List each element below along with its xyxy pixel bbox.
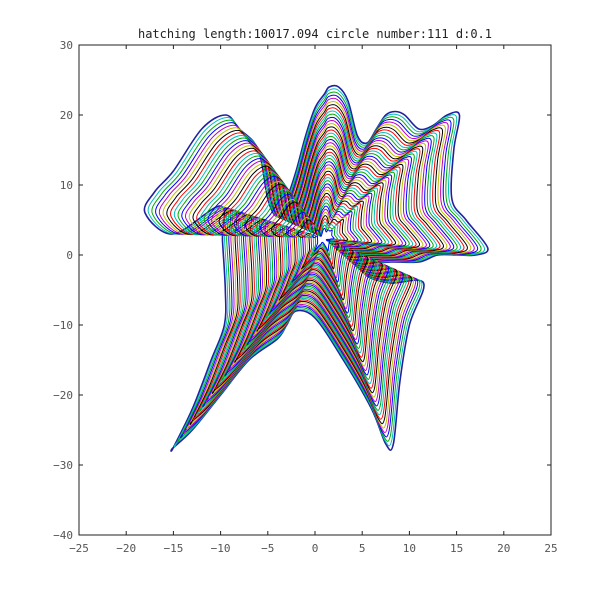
chart-title: hatching length:10017.094 circle number:… [138, 27, 492, 41]
x-tick-label: −20 [116, 542, 136, 555]
x-tick-label: 25 [544, 542, 557, 555]
x-tick-label: −10 [211, 542, 231, 555]
x-tick-label: 10 [403, 542, 416, 555]
x-tick-label: −5 [261, 542, 274, 555]
x-tick-label: 20 [497, 542, 510, 555]
contour-ring [308, 224, 338, 257]
y-tick-label: −40 [53, 529, 73, 542]
contour-ring [297, 215, 349, 270]
y-tick-label: 30 [60, 39, 73, 52]
y-tick-label: −10 [53, 319, 73, 332]
contour-rings [143, 84, 489, 452]
contour-ring [304, 221, 342, 261]
x-tick-label: −25 [69, 542, 89, 555]
x-tick-label: 5 [359, 542, 366, 555]
contour-ring [312, 227, 335, 252]
y-tick-label: 10 [60, 179, 73, 192]
contour-ring [300, 218, 345, 265]
y-tick-label: 0 [66, 249, 73, 262]
x-tick-label: 15 [450, 542, 463, 555]
y-tick-label: 20 [60, 109, 73, 122]
x-tick-label: 0 [312, 542, 319, 555]
y-tick-label: −20 [53, 389, 73, 402]
x-tick-label: −15 [163, 542, 183, 555]
axis-ticks: −25 −20 −15 −10 −5 0 5 10 15 20 25 30 20 10 0 −10 −20 −30… [53, 39, 558, 555]
y-tick-label: −30 [53, 459, 73, 472]
